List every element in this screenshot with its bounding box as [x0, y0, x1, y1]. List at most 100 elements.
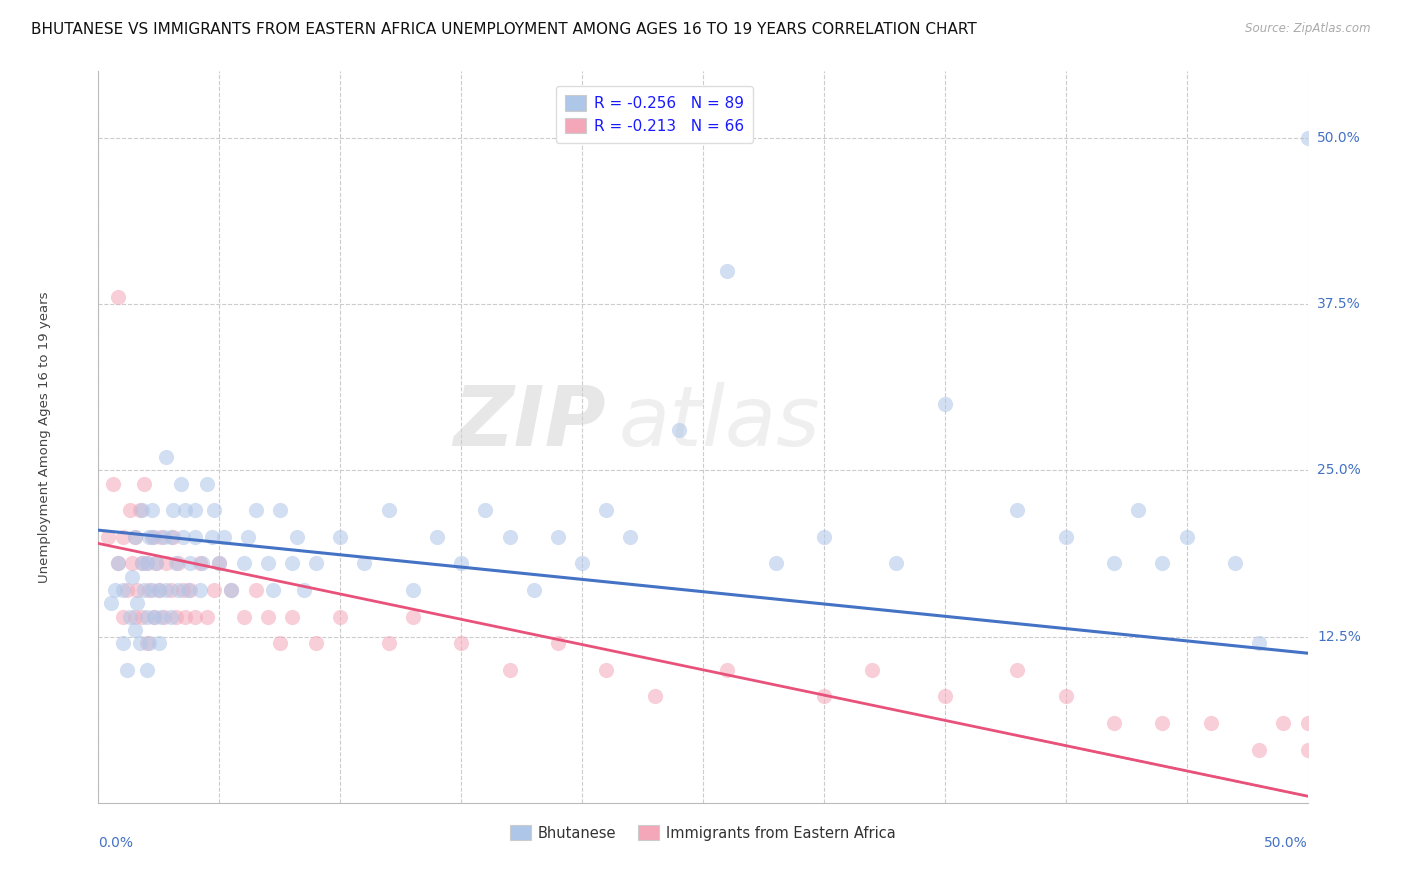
Point — [262, 582, 284, 597]
Point — [111, 530, 134, 544]
Point — [162, 503, 184, 517]
Point — [117, 582, 139, 597]
Point — [269, 503, 291, 517]
Point — [644, 690, 666, 704]
Point — [107, 557, 129, 571]
Point — [179, 557, 201, 571]
Point — [143, 530, 166, 544]
Point — [208, 557, 231, 571]
Text: 0.0%: 0.0% — [98, 836, 134, 850]
Point — [179, 582, 201, 597]
Point — [353, 557, 375, 571]
Text: 25.0%: 25.0% — [1317, 463, 1361, 477]
Point — [167, 557, 190, 571]
Point — [134, 476, 156, 491]
Point — [131, 609, 153, 624]
Point — [1296, 131, 1319, 145]
Point — [256, 609, 278, 624]
Point — [135, 557, 157, 571]
Point — [498, 663, 520, 677]
Point — [716, 663, 738, 677]
Point — [221, 582, 243, 597]
Point — [111, 609, 134, 624]
Point — [1054, 530, 1077, 544]
Point — [97, 530, 120, 544]
Point — [131, 557, 153, 571]
Point — [135, 636, 157, 650]
Point — [1296, 716, 1319, 731]
Point — [619, 530, 641, 544]
Point — [135, 557, 157, 571]
Point — [1007, 663, 1029, 677]
Point — [118, 609, 141, 624]
Point — [886, 557, 908, 571]
Point — [292, 582, 315, 597]
Point — [172, 582, 194, 597]
Point — [124, 530, 146, 544]
Point — [177, 582, 200, 597]
Point — [152, 530, 174, 544]
Point — [143, 609, 166, 624]
Point — [160, 582, 183, 597]
Point — [148, 582, 170, 597]
Point — [145, 557, 167, 571]
Point — [238, 530, 260, 544]
Text: Source: ZipAtlas.com: Source: ZipAtlas.com — [1246, 22, 1371, 36]
Point — [160, 530, 183, 544]
Point — [934, 690, 956, 704]
Point — [377, 636, 399, 650]
Point — [141, 582, 163, 597]
Text: 50.0%: 50.0% — [1317, 131, 1361, 145]
Point — [402, 609, 425, 624]
Point — [165, 557, 187, 571]
Point — [124, 623, 146, 637]
Point — [668, 424, 690, 438]
Point — [450, 636, 472, 650]
Point — [221, 582, 243, 597]
Point — [1007, 503, 1029, 517]
Point — [547, 530, 569, 544]
Point — [135, 663, 157, 677]
Point — [1128, 503, 1150, 517]
Point — [195, 609, 218, 624]
Point — [245, 582, 267, 597]
Point — [281, 609, 304, 624]
Point — [138, 636, 160, 650]
Text: 50.0%: 50.0% — [1264, 836, 1308, 850]
Point — [765, 557, 787, 571]
Point — [305, 557, 328, 571]
Text: Unemployment Among Ages 16 to 19 years: Unemployment Among Ages 16 to 19 years — [38, 292, 51, 582]
Point — [245, 503, 267, 517]
Point — [121, 570, 143, 584]
Legend: Bhutanese, Immigrants from Eastern Africa: Bhutanese, Immigrants from Eastern Afric… — [505, 820, 901, 847]
Point — [195, 476, 218, 491]
Point — [162, 530, 184, 544]
Point — [498, 530, 520, 544]
Text: 37.5%: 37.5% — [1317, 297, 1361, 311]
Point — [188, 557, 211, 571]
Text: 12.5%: 12.5% — [1317, 630, 1361, 643]
Point — [167, 582, 190, 597]
Point — [128, 503, 150, 517]
Point — [101, 476, 124, 491]
Point — [124, 609, 146, 624]
Point — [281, 557, 304, 571]
Point — [150, 609, 173, 624]
Point — [111, 636, 134, 650]
Point — [1296, 742, 1319, 756]
Point — [145, 557, 167, 571]
Point — [148, 582, 170, 597]
Point — [127, 582, 149, 597]
Text: atlas: atlas — [619, 382, 820, 463]
Point — [204, 582, 226, 597]
Point — [143, 609, 166, 624]
Point — [134, 582, 156, 597]
Point — [152, 609, 174, 624]
Point — [1102, 716, 1125, 731]
Text: BHUTANESE VS IMMIGRANTS FROM EASTERN AFRICA UNEMPLOYMENT AMONG AGES 16 TO 19 YEA: BHUTANESE VS IMMIGRANTS FROM EASTERN AFR… — [31, 22, 977, 37]
Point — [212, 530, 235, 544]
Point — [165, 609, 187, 624]
Point — [174, 503, 197, 517]
Point — [172, 530, 194, 544]
Point — [138, 530, 160, 544]
